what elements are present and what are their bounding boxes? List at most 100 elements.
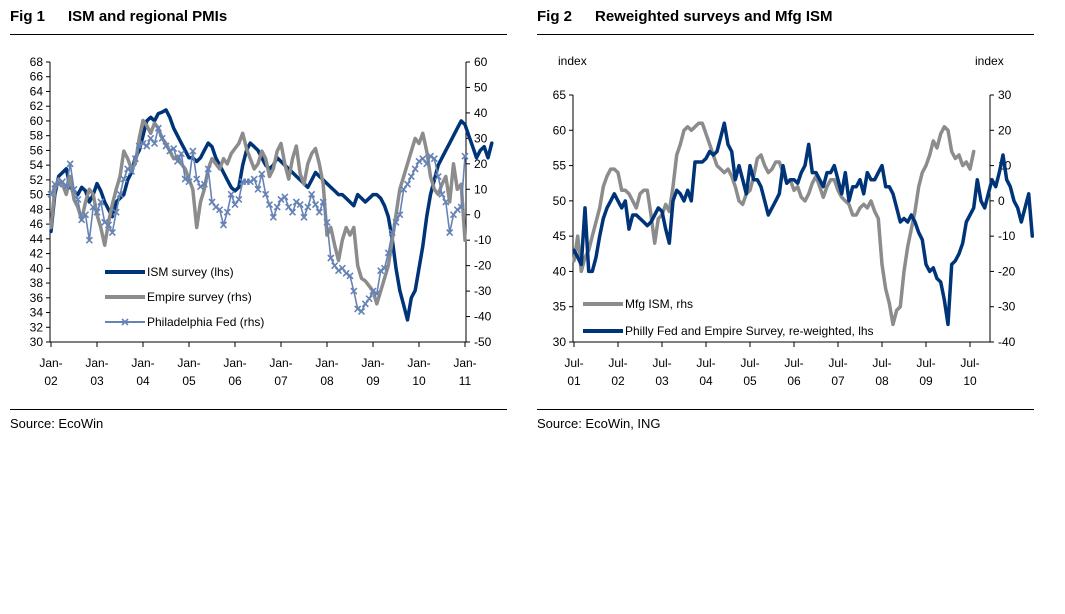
series-marker (392, 218, 400, 226)
right-tick-label: 30 (474, 131, 488, 145)
x-tick-label-line1: Jul- (960, 356, 979, 370)
x-tick-label-line2: 08 (320, 374, 334, 388)
series-marker (434, 172, 442, 181)
series-marker (292, 198, 300, 206)
series-marker (116, 190, 124, 198)
fig1-title: Fig 1 ISM and regional PMIs (10, 8, 227, 25)
series-marker (97, 198, 105, 206)
x-tick-label-line1: Jul- (784, 356, 803, 370)
series-marker (327, 254, 335, 262)
left-tick-label: 30 (30, 335, 44, 349)
x-tick-label-line2: 01 (567, 374, 581, 388)
series-marker (108, 228, 116, 237)
series-marker (269, 213, 277, 221)
right-tick-label: -40 (474, 310, 492, 324)
series-marker (419, 155, 427, 163)
x-tick-label-line1: Jan- (269, 356, 292, 370)
left-tick-label: 34 (30, 306, 44, 320)
series-marker (357, 307, 366, 316)
fig1-title-text: ISM and regional PMIs (68, 8, 228, 25)
left-tick-label: 30 (553, 335, 567, 349)
series-marker (89, 203, 97, 211)
fig1-chart: 3032343638404244464850525456586062646668… (30, 55, 494, 388)
series-marker (288, 208, 297, 216)
series-marker (315, 208, 323, 216)
right-tick-label: 0 (474, 208, 481, 222)
left-tick-label: 35 (553, 300, 567, 314)
left-tick-label: 56 (30, 143, 44, 157)
x-tick-label-line1: Jan- (223, 356, 246, 370)
series-marker (380, 264, 389, 272)
right-tick-label: -30 (998, 300, 1016, 314)
series-marker (78, 216, 86, 224)
series-marker (361, 300, 369, 308)
left-tick-label: 54 (30, 158, 44, 172)
series-marker (342, 269, 350, 277)
series-marker (93, 208, 101, 216)
left-tick-label: 62 (30, 99, 44, 113)
series-marker (74, 195, 82, 204)
series-marker (47, 190, 55, 198)
right-tick-label: -20 (474, 259, 492, 273)
x-tick-label-line1: Jul- (696, 356, 715, 370)
left-tick-label: 40 (30, 261, 44, 275)
series-marker (442, 198, 450, 206)
series-marker (415, 157, 423, 165)
x-tick-label-line1: Jan- (315, 356, 338, 370)
series-marker (396, 211, 404, 219)
x-tick-label-line1: Jan- (131, 356, 154, 370)
left-tick-label: 32 (30, 320, 44, 334)
legend-label: Mfg ISM, rhs (625, 297, 693, 311)
series-marker (66, 160, 74, 168)
series-marker (227, 190, 235, 198)
left-tick-label: 58 (30, 129, 44, 143)
series-marker (150, 139, 159, 148)
series-marker (200, 180, 208, 188)
series-marker (369, 287, 377, 295)
series-marker (208, 198, 216, 206)
series-marker (154, 124, 162, 132)
series-marker (426, 152, 435, 160)
series-marker (446, 228, 454, 237)
series-marker (377, 267, 385, 275)
series-marker (131, 155, 139, 163)
right-axis-title: index (975, 54, 1004, 68)
series-marker (55, 180, 63, 188)
series-marker (403, 180, 412, 188)
series-marker (216, 206, 224, 214)
series-marker (166, 147, 174, 155)
left-tick-label: 44 (30, 232, 44, 246)
series-marker (407, 172, 415, 181)
left-tick-label: 64 (30, 84, 44, 98)
x-tick-label-line2: 04 (136, 374, 150, 388)
series-marker (430, 155, 438, 163)
series-marker (85, 236, 93, 244)
series-marker (112, 208, 120, 216)
right-tick-label: 20 (998, 123, 1012, 137)
series-line-1 (572, 121, 1035, 327)
series-marker (181, 175, 189, 183)
fig1-number: Fig 1 (10, 8, 46, 25)
series-marker (162, 142, 170, 150)
series-marker (81, 211, 90, 219)
series-marker (223, 208, 231, 216)
x-tick-label-line2: 03 (90, 374, 104, 388)
series-marker (104, 221, 113, 229)
legend-label: ISM survey (lhs) (147, 265, 234, 279)
right-tick-label: 10 (474, 182, 488, 196)
series-marker (189, 147, 197, 155)
series-marker (124, 165, 132, 173)
x-tick-label-line2: 11 (459, 374, 472, 388)
x-tick-label-line1: Jan- (85, 356, 108, 370)
series-marker (158, 134, 166, 142)
x-tick-label-line1: Jul- (564, 356, 583, 370)
x-tick-label-line1: Jul- (916, 356, 935, 370)
series-marker (354, 305, 362, 313)
series-marker (273, 203, 281, 211)
series-marker (423, 160, 431, 168)
series-marker (246, 178, 254, 186)
series-marker (231, 200, 239, 209)
right-tick-label: 50 (474, 80, 488, 94)
x-tick-label-line1: Jul- (652, 356, 671, 370)
series-marker (70, 185, 78, 193)
